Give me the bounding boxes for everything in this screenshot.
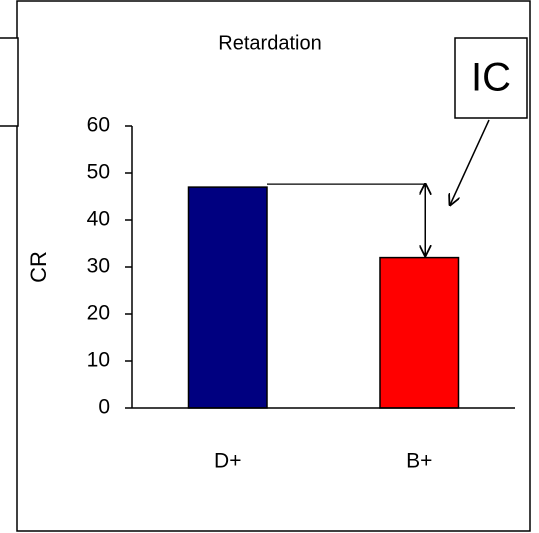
bar [187, 186, 268, 409]
y-tick-label: 40 [87, 208, 110, 231]
y-tick-label: 10 [87, 349, 110, 372]
annotation-box [454, 37, 528, 119]
annotation: IC [471, 56, 511, 100]
annotation-arrow [450, 119, 490, 205]
y-tick-label: 0 [98, 396, 110, 419]
x-tick-label: D+ [214, 450, 241, 473]
bar [379, 256, 460, 409]
y-axis-label: CR [26, 251, 51, 283]
y-tick-label: 20 [87, 302, 110, 325]
side-box [0, 37, 19, 127]
frame [16, 0, 531, 532]
x-tick-label: B+ [406, 450, 432, 473]
chart-title: Retardation [218, 32, 321, 54]
y-tick-label: 60 [87, 114, 110, 137]
y-tick-label: 50 [87, 161, 110, 184]
y-tick-label: 30 [87, 255, 110, 278]
